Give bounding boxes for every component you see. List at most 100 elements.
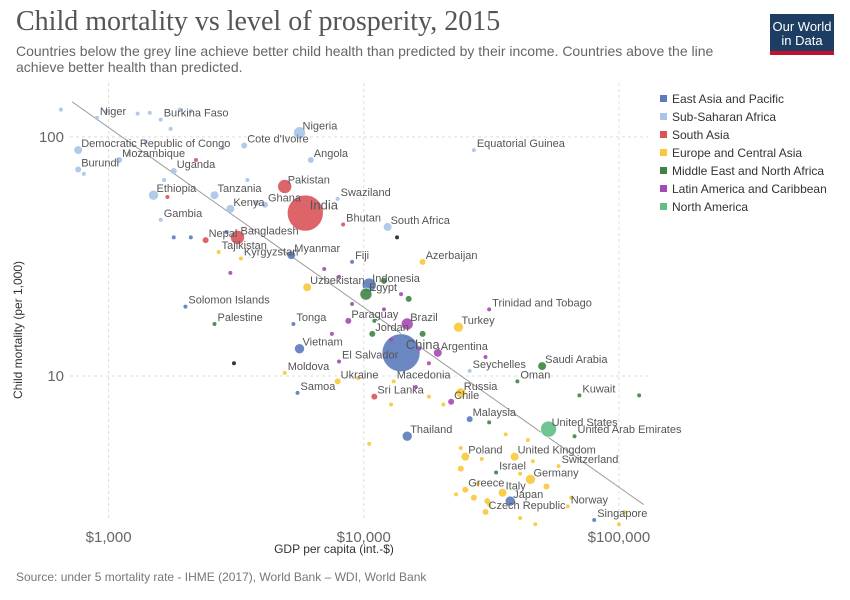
point-label: Burkina Faso	[164, 108, 229, 120]
data-point	[350, 302, 355, 306]
data-point	[193, 158, 198, 162]
data-point	[518, 471, 523, 476]
y-tick-label: 100	[39, 129, 64, 146]
point-label: Ukraine	[341, 369, 379, 381]
data-point	[637, 393, 642, 398]
point-label: South Africa	[391, 215, 451, 227]
data-point	[525, 438, 530, 443]
point-label: Turkey	[461, 315, 495, 327]
point-label: Solomon Islands	[188, 295, 270, 307]
point-label: Argentina	[441, 341, 489, 353]
data-point	[616, 522, 621, 527]
legend-entry: Europe and Central Asia	[672, 146, 802, 160]
point-label: Israel	[499, 460, 526, 472]
point-labels: Niger Burkina Faso Nigeria Democratic Repub…	[81, 106, 682, 520]
chart-title: Child mortality vs level of prosperity, …	[16, 6, 501, 37]
legend-entry: Middle East and North Africa	[672, 164, 824, 178]
data-point	[538, 362, 547, 371]
data-point	[58, 107, 63, 112]
data-point	[291, 321, 296, 326]
data-point	[183, 304, 188, 309]
legend-entry: Latin America and Caribbean	[672, 182, 827, 196]
data-point	[322, 267, 327, 272]
data-point	[577, 393, 582, 398]
data-point	[457, 465, 464, 472]
data-point	[359, 287, 373, 301]
data-point	[94, 115, 99, 120]
point-label: Paraguay	[351, 309, 399, 321]
data-point	[504, 495, 516, 507]
data-point	[177, 107, 182, 112]
data-point	[467, 368, 472, 373]
data-point	[622, 510, 627, 515]
y-tick-label: 10	[47, 368, 64, 385]
point-label: United States	[552, 417, 619, 429]
point-label: Gambia	[164, 208, 203, 220]
point-label: Angola	[314, 148, 349, 160]
data-point	[565, 504, 570, 509]
point-label: Palestine	[217, 312, 262, 324]
data-point	[455, 387, 467, 399]
owid-logo[interactable]: Our World in Data	[770, 14, 834, 55]
point-label: Kyrgyzstan	[244, 246, 298, 258]
point-label: Vietnam	[303, 337, 343, 349]
data-point	[525, 473, 536, 485]
point-label: Brazil	[410, 312, 438, 324]
data-point	[372, 318, 377, 323]
point-label: Mozambique	[122, 148, 185, 160]
data-point	[503, 432, 508, 437]
x-tick-label: $1,000	[86, 529, 132, 546]
data-point	[391, 379, 396, 384]
data-point	[543, 483, 550, 490]
data-point	[286, 194, 324, 232]
data-point	[592, 518, 597, 522]
point-label: Oman	[520, 369, 550, 381]
point-label: United Arab Emirates	[578, 424, 682, 436]
data-point	[158, 117, 163, 122]
data-point	[293, 126, 306, 140]
data-point	[224, 230, 229, 234]
data-point	[126, 151, 131, 156]
x-tick-label: $100,000	[588, 529, 651, 546]
point-label: Pakistan	[288, 174, 330, 186]
data-point	[171, 235, 176, 240]
point-label: Moldova	[288, 361, 330, 373]
data-point	[494, 470, 499, 475]
data-point	[466, 416, 473, 423]
data-point	[475, 481, 480, 486]
data-point	[158, 217, 163, 222]
data-point	[540, 420, 557, 438]
data-point	[253, 199, 260, 206]
point-label: India	[310, 197, 339, 212]
data-point	[487, 502, 492, 507]
data-point	[487, 420, 492, 425]
data-point	[389, 337, 394, 342]
data-point	[389, 402, 394, 407]
data-point	[569, 495, 574, 500]
data-point	[287, 251, 296, 260]
point-label: United Kingdom	[518, 445, 596, 457]
point-label: Malaysia	[473, 407, 517, 419]
data-point	[148, 189, 159, 201]
point-label: Burundi	[81, 158, 119, 170]
data-point	[116, 157, 123, 163]
data-point	[426, 394, 431, 399]
data-point	[261, 201, 268, 208]
data-point	[307, 157, 314, 163]
data-point	[433, 348, 442, 357]
data-point	[168, 126, 173, 131]
data-point	[572, 434, 577, 439]
point-label: Equatorial Guinea	[477, 138, 566, 150]
data-point	[147, 110, 152, 115]
source-note: Source: under 5 mortality rate - IHME (2…	[16, 570, 427, 584]
point-label: Democratic Republic of Congo	[81, 138, 230, 150]
data-point	[533, 522, 538, 527]
data-point	[419, 330, 426, 337]
point-label: Czech Republic	[489, 500, 567, 512]
point-label: Egypt	[369, 282, 397, 294]
data-point	[162, 177, 167, 182]
data-point	[337, 274, 342, 279]
data-point	[479, 456, 484, 461]
data-point	[483, 355, 488, 360]
point-label: Niger	[100, 106, 127, 118]
